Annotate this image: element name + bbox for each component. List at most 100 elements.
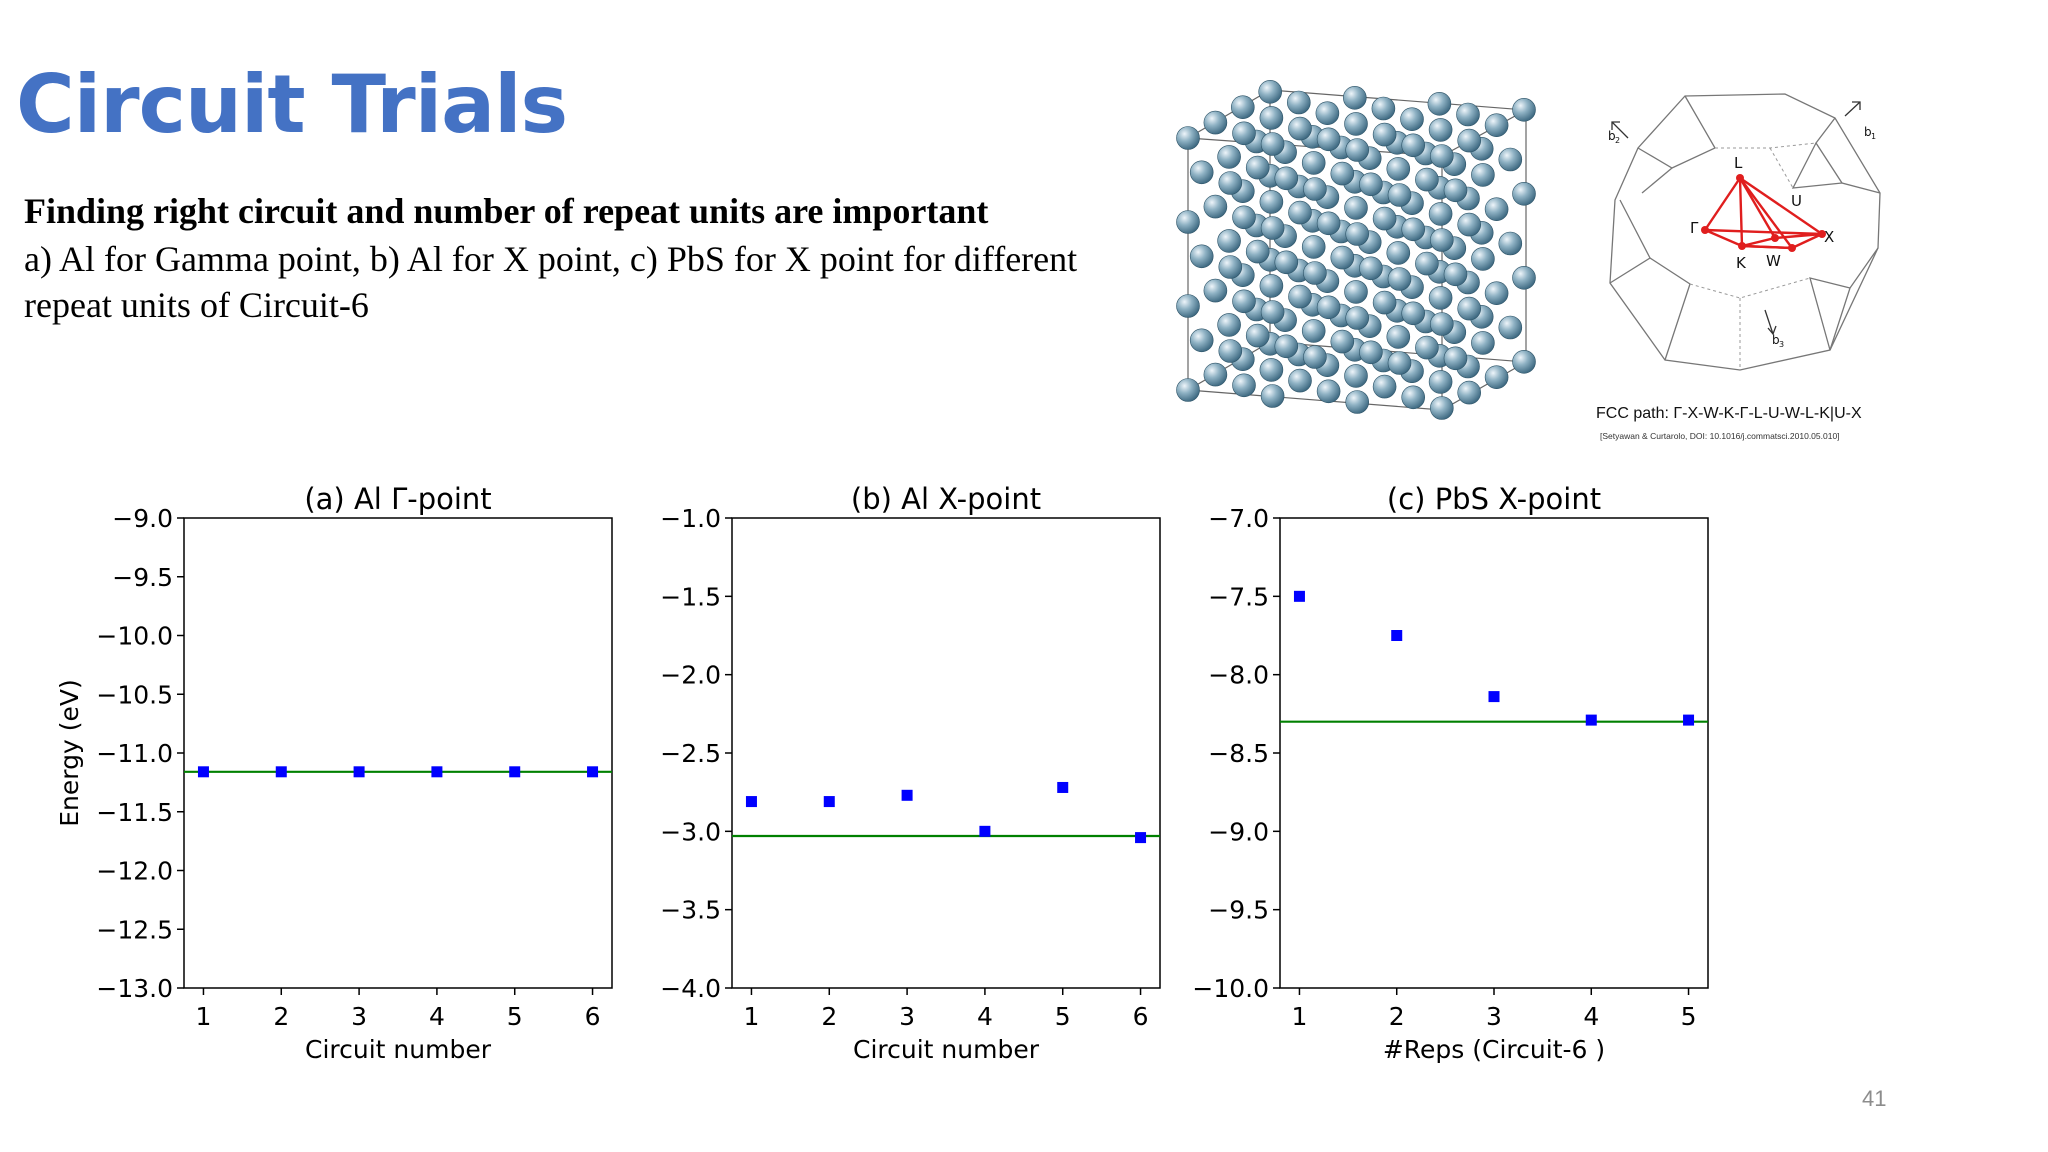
point-label-x: X [1824,228,1834,246]
atom [1429,312,1454,336]
high-symmetry-points [1701,174,1826,252]
y-tick-label: −13.0 [96,974,173,1003]
vector-subscript-2: 2 [1615,136,1620,145]
point-label-w: W [1766,252,1781,270]
atom [1260,132,1285,156]
chart-panel-3: (c) PbS X-point −10.0 −9.5 −9.0 −8.5 −8.0 −7.5… [1192,482,1709,1064]
x-tick-label: 1 [744,1002,760,1031]
y-tick-label: −10.0 [1192,974,1269,1003]
atom [1218,339,1243,363]
atom [1218,255,1243,279]
y-tick-label: −1.0 [660,504,721,533]
atom [1232,373,1256,398]
vector-label-b2: b [1608,129,1616,143]
x-tick-label: 3 [1486,1002,1502,1031]
data-point [1488,691,1500,703]
x-tick-label: 6 [585,1002,601,1031]
atom [1471,163,1495,187]
atom [1316,211,1341,236]
atom [1484,365,1509,390]
atom [1427,91,1452,116]
atom [1471,247,1495,271]
point-label-gamma: Γ [1690,219,1699,237]
atom [1415,335,1439,360]
atom [1401,133,1425,158]
plot-frame [731,517,1161,989]
y-tick-label: −2.0 [660,661,721,690]
atom [1330,329,1355,354]
atom [1345,306,1369,330]
atom [1498,147,1523,172]
atom [1345,138,1369,162]
atom [1387,351,1412,375]
atom [1387,183,1412,207]
atom [1189,244,1214,269]
atom [1330,245,1355,270]
atom [1428,286,1453,310]
atom [1274,166,1299,191]
data-point [197,766,209,778]
atom [1288,284,1312,309]
y-tick-label: −8.0 [1208,661,1269,690]
y-tick-label: −11.0 [96,739,173,768]
x-axis-label: Circuit number [853,1035,1040,1064]
x-axis-label: Circuit number [305,1035,492,1064]
atom [1316,379,1341,404]
y-tick-label: −7.0 [1208,504,1269,533]
y-tick-label: −10.5 [96,680,173,709]
x-tick-label: 1 [196,1002,212,1031]
atom [1345,222,1369,246]
atom [1288,200,1312,225]
atom [1288,116,1312,141]
atom [1203,110,1228,135]
atom [1260,216,1285,240]
atom [1231,95,1255,120]
atom [1428,370,1453,394]
atom [1415,167,1439,192]
atom [1176,210,1200,234]
x-tick-label: 5 [1681,1002,1697,1031]
atom [1371,96,1396,121]
y-tick-label: −3.5 [660,896,721,925]
atom [1303,345,1327,369]
atom [1512,97,1536,122]
data-point [823,796,835,808]
atom [1303,177,1327,201]
atom [1401,385,1425,410]
atom [1443,178,1468,203]
atom [1274,334,1299,359]
bz-solid-edges [1609,93,1881,371]
atom [1372,122,1397,147]
bz-hidden-edges [1689,142,1817,370]
atom [1245,239,1270,264]
y-tick-label: −2.5 [660,739,721,768]
atom [1359,172,1383,197]
atom [1359,340,1383,365]
atom [1245,155,1270,180]
y-tick-label: −9.5 [1208,896,1269,925]
x-tick-label: 5 [1055,1002,1071,1031]
vector-label-b1: b [1864,125,1872,139]
point-label-l: L [1734,154,1743,172]
data-point [431,766,443,778]
atom [1484,197,1509,221]
x-tick-label: 4 [1583,1002,1599,1031]
atom [1345,390,1369,414]
atom [1512,266,1536,290]
data-point [901,789,913,801]
atom [1372,206,1397,231]
data-point [979,825,991,837]
y-tick-label: −12.5 [96,915,173,944]
atom [1203,362,1228,387]
atom [1457,296,1482,321]
atom [1429,144,1454,168]
atom [1287,90,1311,115]
atom [1512,182,1536,206]
atom [1217,313,1241,337]
plot-frame [183,517,613,989]
atom [1484,281,1509,305]
data-point [1585,714,1597,726]
atom [1218,171,1243,195]
chart-title: (b) Al X-point [851,482,1041,516]
x-tick-label: 2 [821,1002,837,1031]
